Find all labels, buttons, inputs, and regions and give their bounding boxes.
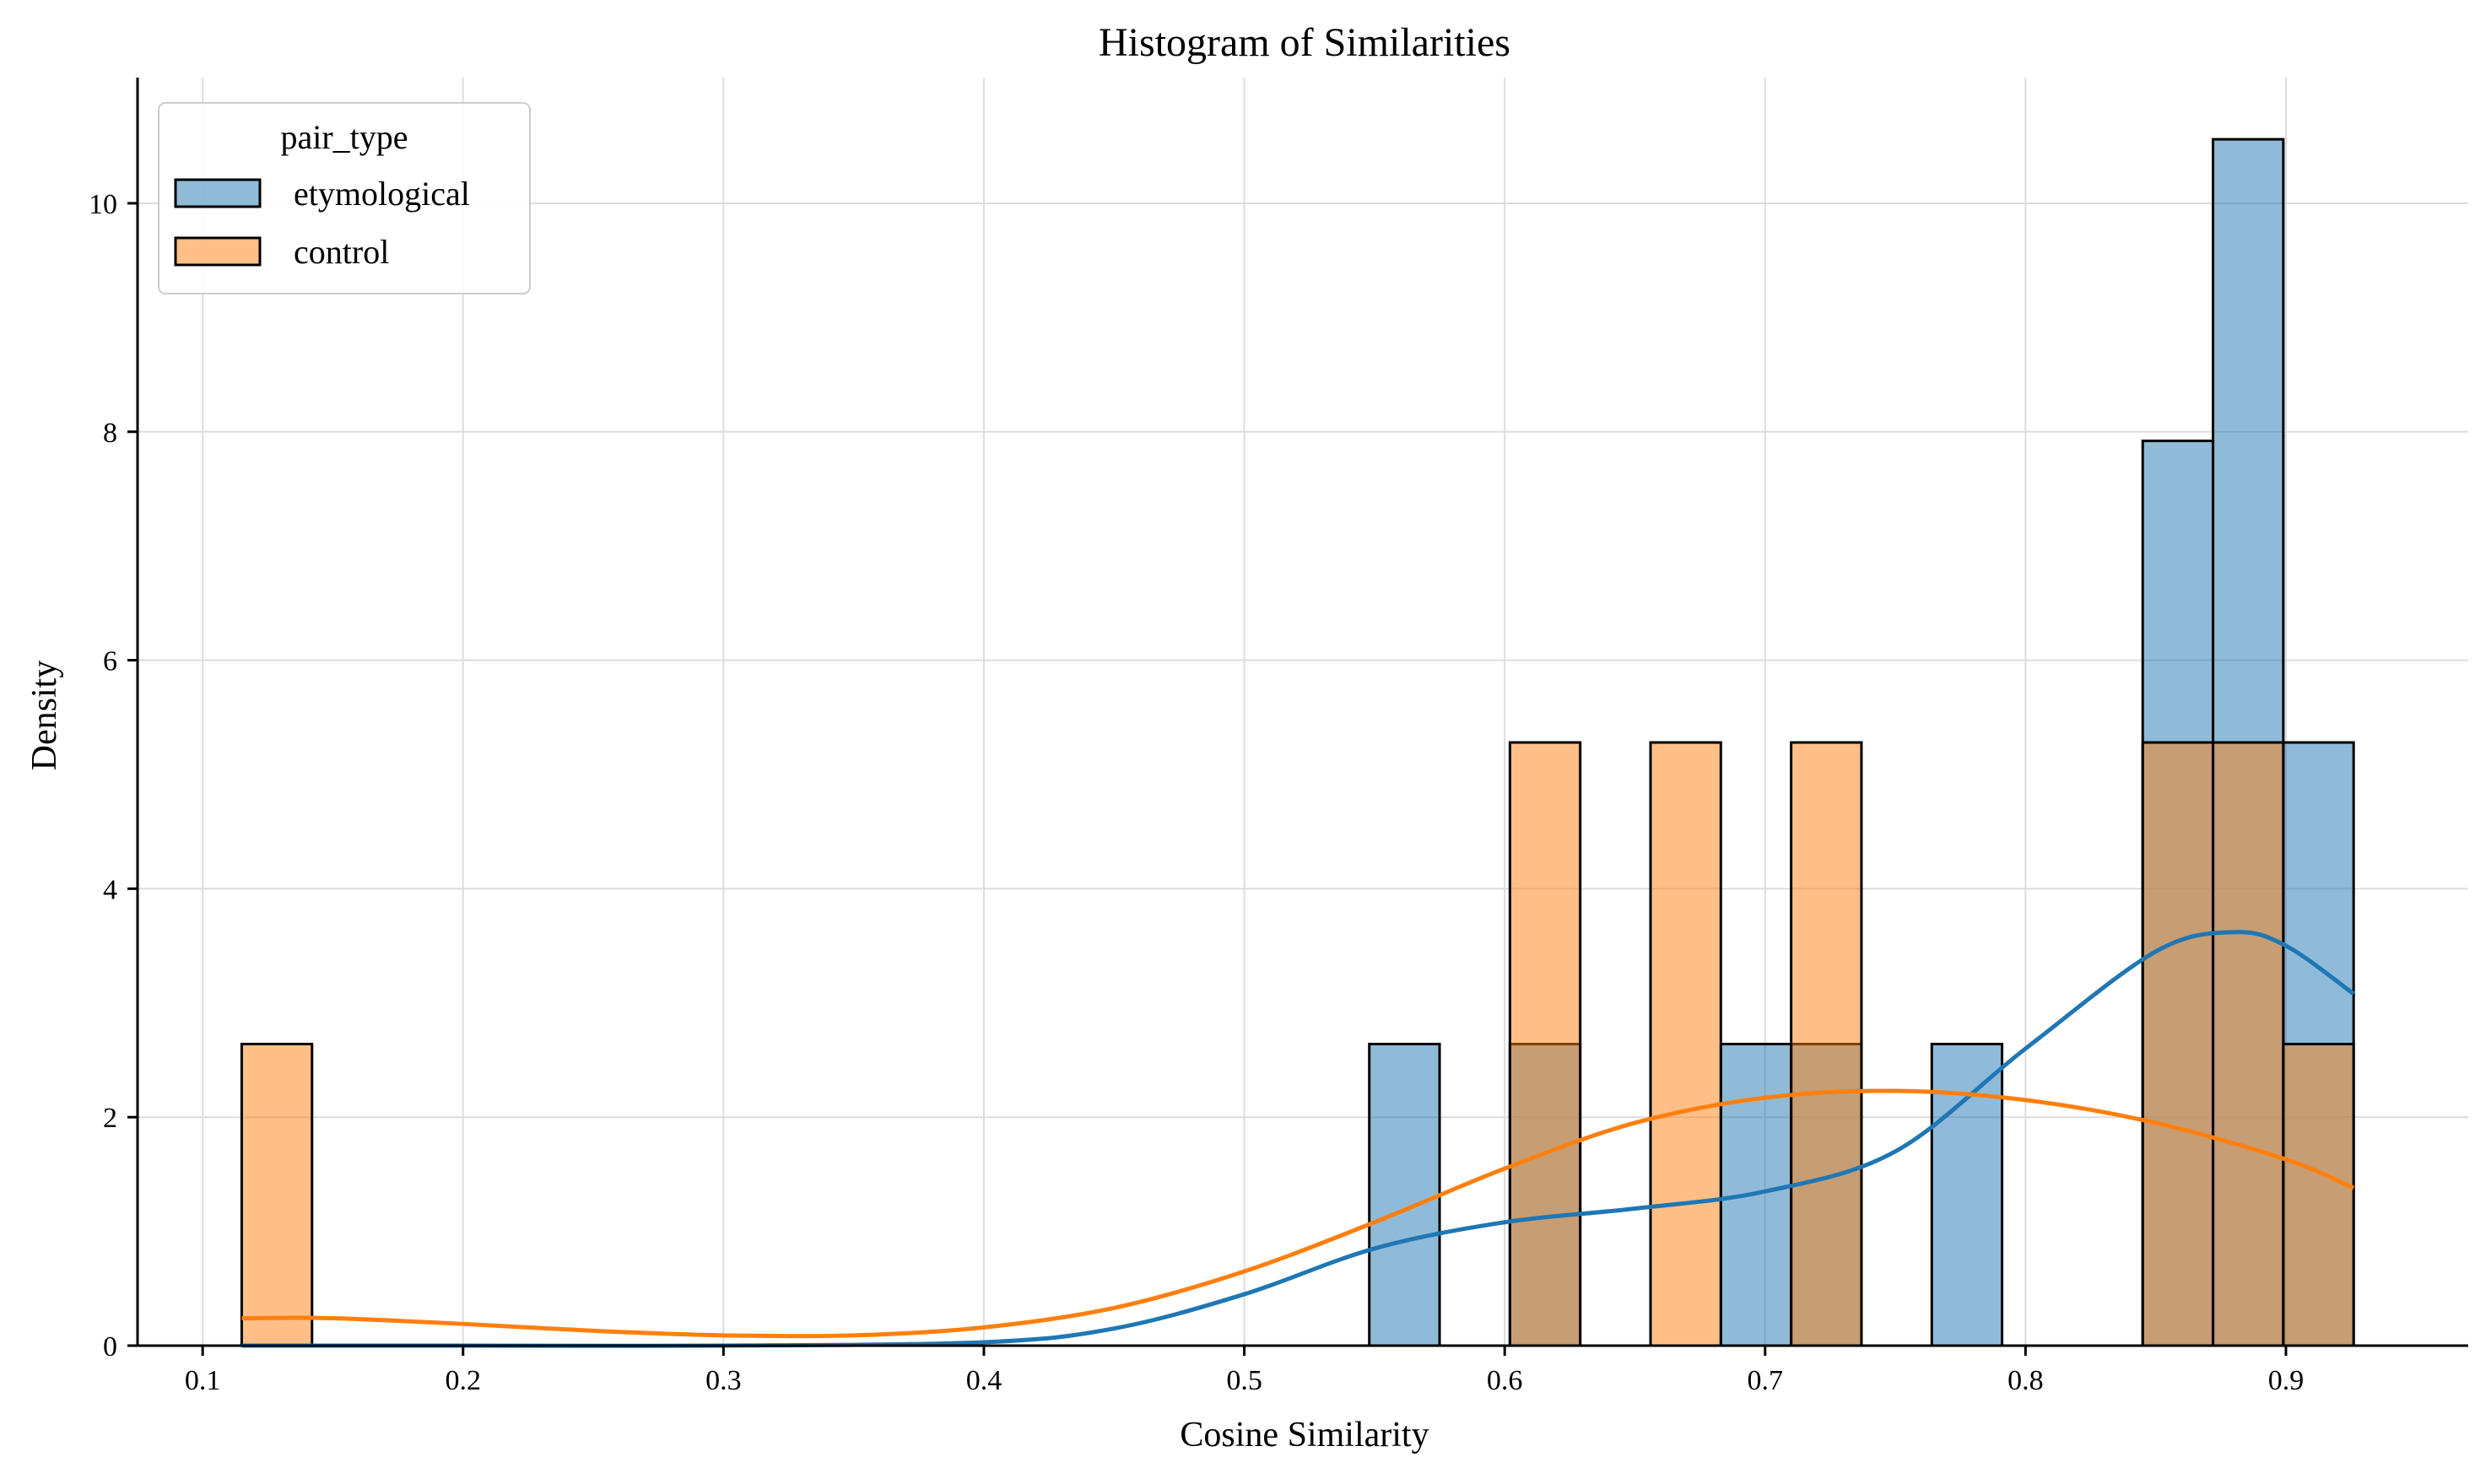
x-tick-label: 0.1 bbox=[185, 1365, 221, 1396]
y-tick-label: 8 bbox=[103, 418, 117, 449]
bars bbox=[240, 138, 2355, 1347]
x-tick-label: 0.8 bbox=[2007, 1365, 2044, 1396]
y-axis-title: Density bbox=[25, 661, 64, 771]
x-tick-label: 0.9 bbox=[2268, 1365, 2305, 1396]
x-tick-label: 0.6 bbox=[1487, 1365, 1523, 1396]
histogram-bar-control bbox=[1790, 741, 1863, 1347]
x-tick-label: 0.4 bbox=[966, 1365, 1002, 1396]
histogram-bar-control bbox=[2282, 1043, 2355, 1347]
histogram-bar-control bbox=[240, 1043, 314, 1347]
axes bbox=[136, 78, 2468, 1347]
histogram-bar-control bbox=[1508, 741, 1582, 1347]
x-tick-label: 0.3 bbox=[705, 1365, 742, 1396]
y-tick-label: 0 bbox=[103, 1331, 117, 1363]
histogram-bar-control bbox=[2141, 741, 2215, 1347]
y-tick-label: 4 bbox=[103, 874, 117, 905]
x-axis-title: Cosine Similarity bbox=[1180, 1416, 1429, 1454]
histogram-bar-etymological bbox=[1930, 1043, 2004, 1347]
x-tick-label: 0.2 bbox=[446, 1365, 482, 1396]
y-tick-label: 6 bbox=[103, 646, 117, 677]
legend: pair_type etymological control bbox=[158, 102, 531, 294]
legend-swatch-control bbox=[174, 236, 262, 267]
histogram-bar-etymological bbox=[1368, 1043, 1441, 1347]
legend-title: pair_type bbox=[280, 118, 408, 156]
y-tick-label: 2 bbox=[103, 1103, 117, 1134]
x-tick-label: 0.7 bbox=[1748, 1365, 1784, 1396]
kde-curves bbox=[241, 930, 2355, 1348]
x-tick-label: 0.5 bbox=[1226, 1365, 1262, 1396]
kde-line-etymological bbox=[241, 930, 2355, 1348]
tick-labels: 0.1 0.2 0.3 0.4 0.5 0.6 0.7 0.8 0.9 0 2 4 6 8 10 bbox=[89, 189, 2304, 1396]
chart-title: Histogram of Similarities bbox=[1099, 20, 1510, 65]
y-tick-label: 10 bbox=[89, 189, 117, 220]
legend-swatch-etymological bbox=[174, 178, 262, 208]
legend-label-control: control bbox=[294, 233, 389, 271]
legend-entry-control[interactable]: control bbox=[174, 233, 389, 271]
kde-line-control bbox=[241, 1088, 2355, 1339]
histogram-bar-control bbox=[1649, 741, 1722, 1347]
legend-entry-etymological[interactable]: etymological bbox=[174, 175, 470, 213]
legend-label-etymological: etymological bbox=[294, 175, 470, 213]
histogram-bar-control bbox=[2212, 741, 2285, 1347]
